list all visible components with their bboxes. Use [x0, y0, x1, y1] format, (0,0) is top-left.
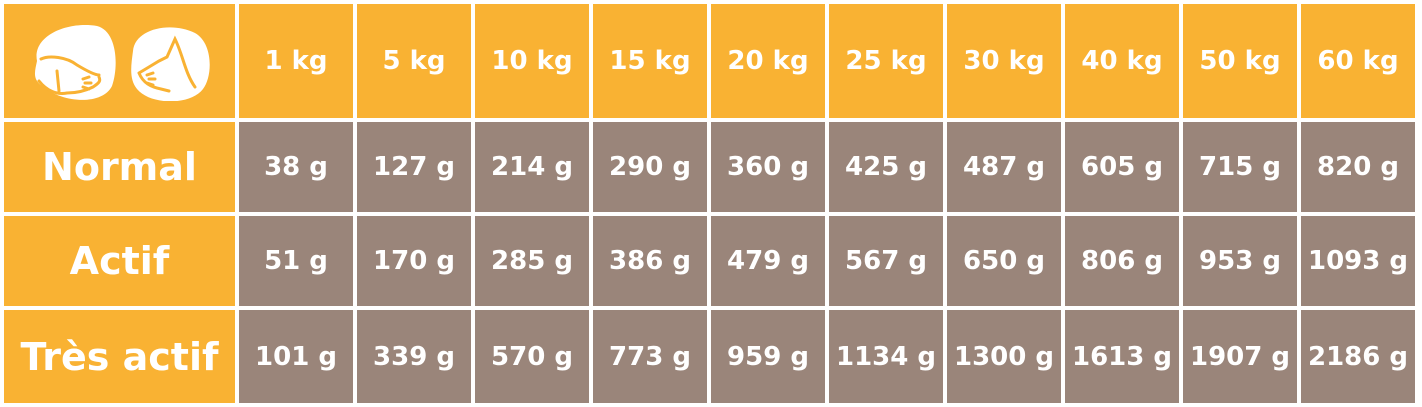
portion-cell: 386 g: [593, 216, 707, 306]
portion-cell: 570 g: [475, 310, 589, 403]
portion-cell: 959 g: [711, 310, 825, 403]
activity-label: Très actif: [4, 310, 235, 403]
portion-cell: 1093 g: [1301, 216, 1415, 306]
weight-header: 30 kg: [947, 4, 1061, 118]
pet-icons-cell: [4, 4, 235, 118]
portion-cell: 285 g: [475, 216, 589, 306]
portion-cell: 38 g: [239, 122, 353, 212]
weight-header: 40 kg: [1065, 4, 1179, 118]
portion-cell: 953 g: [1183, 216, 1297, 306]
cat-icon: [130, 27, 210, 101]
food-portion-table: 1 kg 5 kg 10 kg 15 kg 20 kg 25 kg 30 kg 40 kg 50…: [4, 4, 1415, 403]
portion-cell: 1300 g: [947, 310, 1061, 403]
portion-cell: 2186 g: [1301, 310, 1415, 403]
weight-header: 5 kg: [357, 4, 471, 118]
weight-header: 60 kg: [1301, 4, 1415, 118]
portion-cell: 360 g: [711, 122, 825, 212]
weight-header: 50 kg: [1183, 4, 1297, 118]
portion-cell: 650 g: [947, 216, 1061, 306]
portion-cell: 820 g: [1301, 122, 1415, 212]
portion-cell: 51 g: [239, 216, 353, 306]
activity-label: Normal: [4, 122, 235, 212]
weight-header: 20 kg: [711, 4, 825, 118]
portion-cell: 806 g: [1065, 216, 1179, 306]
activity-label: Actif: [4, 216, 235, 306]
portion-cell: 605 g: [1065, 122, 1179, 212]
dog-icon: [34, 25, 116, 100]
portion-cell: 567 g: [829, 216, 943, 306]
portion-cell: 290 g: [593, 122, 707, 212]
portion-cell: 339 g: [357, 310, 471, 403]
portion-cell: 1134 g: [829, 310, 943, 403]
portion-cell: 479 g: [711, 216, 825, 306]
portion-cell: 425 g: [829, 122, 943, 212]
portion-cell: 487 g: [947, 122, 1061, 212]
portion-cell: 101 g: [239, 310, 353, 403]
weight-header: 10 kg: [475, 4, 589, 118]
weight-header: 1 kg: [239, 4, 353, 118]
portion-cell: 1907 g: [1183, 310, 1297, 403]
portion-cell: 214 g: [475, 122, 589, 212]
portion-cell: 170 g: [357, 216, 471, 306]
portion-cell: 1613 g: [1065, 310, 1179, 403]
weight-header: 25 kg: [829, 4, 943, 118]
portion-cell: 127 g: [357, 122, 471, 212]
portion-cell: 773 g: [593, 310, 707, 403]
weight-header: 15 kg: [593, 4, 707, 118]
portion-cell: 715 g: [1183, 122, 1297, 212]
